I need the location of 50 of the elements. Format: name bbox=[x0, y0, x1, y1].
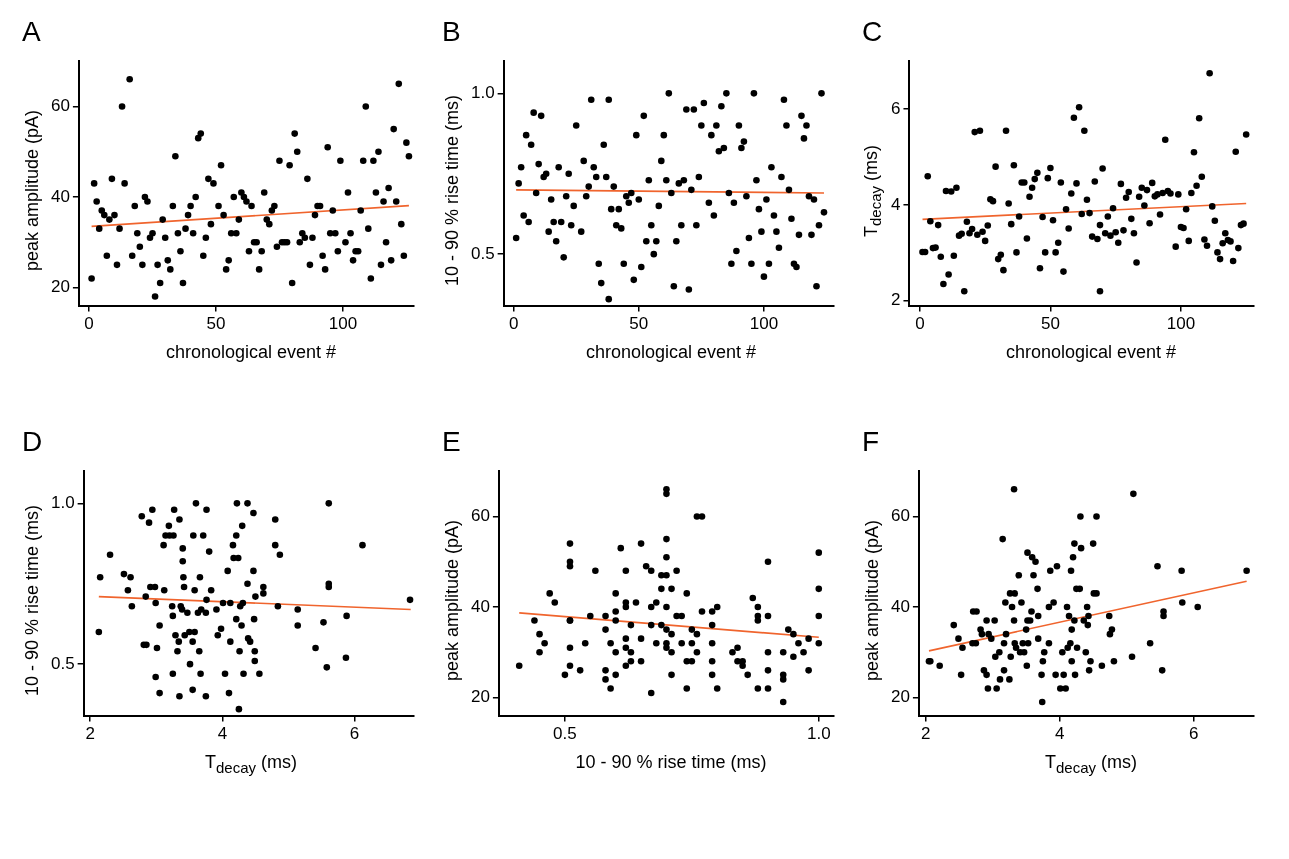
x-tick-label: 0 bbox=[915, 314, 925, 334]
x-tick-label: 4 bbox=[217, 724, 228, 744]
y-axis-title: 10 - 90 % rise time (ms) bbox=[441, 95, 463, 287]
y-tick-label: 20 bbox=[50, 277, 70, 297]
y-tick-label: 40 bbox=[50, 186, 70, 206]
x-tick-label: 50 bbox=[629, 314, 649, 334]
x-tick-label: 1.0 bbox=[806, 724, 831, 744]
x-tick-label: 50 bbox=[206, 314, 226, 334]
x-tick-label: 100 bbox=[1166, 314, 1196, 334]
chart-title: A bbox=[22, 16, 41, 48]
y-tick-label: 60 bbox=[470, 506, 490, 526]
chart-title: C bbox=[862, 16, 883, 48]
x-tick-label: 100 bbox=[749, 314, 779, 334]
x-axis-title: T$_{decay}$ (ms) bbox=[1044, 752, 1137, 776]
chart-title: E bbox=[442, 426, 461, 458]
x-tick-label: 2 bbox=[85, 724, 95, 744]
y-axis-title: 10 - 90 % rise time (ms) bbox=[21, 505, 43, 697]
y-axis-title: peak amplitude (pA) bbox=[21, 110, 43, 272]
y-axis-title: peak amplitude (pA) bbox=[861, 520, 883, 682]
y-tick-label: 20 bbox=[890, 687, 910, 707]
y-tick-label: 1.0 bbox=[470, 83, 495, 103]
chart-title: F bbox=[862, 426, 880, 458]
y-tick-label: 1.0 bbox=[50, 493, 75, 513]
x-tick-label: 100 bbox=[328, 314, 358, 334]
y-tick-label: 20 bbox=[470, 687, 490, 707]
x-axis-title: T$_{decay}$ (ms) bbox=[204, 752, 297, 776]
x-axis-title: chronological event # bbox=[165, 342, 337, 362]
x-tick-label: 50 bbox=[1040, 314, 1060, 334]
y-tick-label: 2 bbox=[890, 290, 901, 310]
y-tick-label: 40 bbox=[890, 596, 910, 616]
y-tick-label: 60 bbox=[50, 96, 70, 116]
x-tick-label: 2 bbox=[920, 724, 931, 744]
x-tick-label: 0 bbox=[84, 314, 94, 334]
x-tick-label: 6 bbox=[349, 724, 360, 744]
x-tick-label: 4 bbox=[1054, 724, 1065, 744]
y-axis-title: peak amplitude (pA) bbox=[441, 520, 463, 682]
y-tick-label: 0.5 bbox=[50, 653, 75, 673]
x-tick-label: 0.5 bbox=[553, 724, 577, 744]
chart-title: B bbox=[442, 16, 461, 48]
x-tick-label: 6 bbox=[1188, 724, 1199, 744]
y-tick-label: 60 bbox=[890, 506, 910, 526]
chart-title: D bbox=[22, 426, 43, 458]
x-tick-label: 0 bbox=[508, 314, 519, 334]
x-axis-title: 10 - 90 % rise time (ms) bbox=[575, 752, 767, 772]
y-tick-label: 40 bbox=[470, 596, 490, 616]
y-tick-label: 4 bbox=[890, 194, 901, 214]
y-tick-label: 0.5 bbox=[470, 243, 495, 263]
x-axis-title: chronological event # bbox=[1005, 342, 1177, 362]
y-tick-label: 6 bbox=[890, 98, 901, 118]
x-axis-title: chronological event # bbox=[585, 342, 757, 362]
